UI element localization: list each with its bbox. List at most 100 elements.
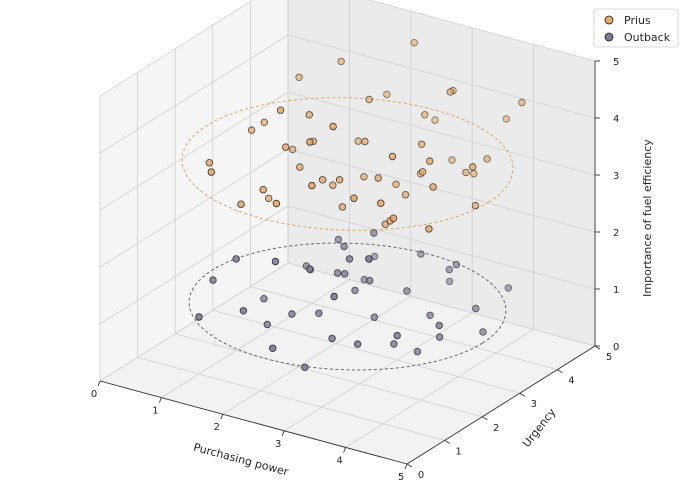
data-point-outback: [260, 295, 268, 303]
data-point-outback: [504, 284, 512, 292]
data-point-prius: [410, 39, 418, 47]
data-point-prius: [483, 155, 491, 163]
data-point-prius: [425, 225, 433, 233]
legend-marker-prius: [604, 15, 614, 25]
data-point-outback: [333, 269, 342, 277]
data-point-prius: [306, 138, 314, 146]
data-point-outback: [263, 320, 271, 329]
grid-line-z-left: [99, 205, 289, 325]
data-point-prius: [207, 168, 215, 176]
x-tick-label: 4: [336, 455, 342, 466]
data-point-prius: [295, 73, 303, 81]
data-point-prius: [318, 176, 327, 184]
y-tick-mark: [444, 440, 450, 444]
data-point-outback: [315, 309, 323, 317]
data-point-prius: [389, 214, 398, 222]
data-point-outback: [351, 286, 359, 295]
grid-line-x-floor: [222, 295, 412, 415]
data-point-prius: [260, 118, 268, 126]
data-point-prius: [308, 181, 316, 190]
cluster-rings: [181, 97, 514, 371]
data-point-prius: [272, 199, 281, 208]
data-point-prius: [296, 163, 304, 171]
data-point-prius: [469, 163, 477, 171]
z-axis-label: Importance of fuel efficiency: [641, 139, 654, 297]
data-point-outback: [435, 333, 444, 341]
grid-line-z-left: [99, 262, 289, 382]
y-tick-label: 5: [606, 352, 612, 363]
data-point-prius: [471, 201, 480, 210]
data-point-prius: [265, 194, 273, 203]
data-point-prius: [361, 137, 369, 146]
y-tick-mark: [406, 463, 413, 468]
data-point-outback: [334, 235, 343, 244]
data-point-prius: [335, 176, 344, 184]
grid-line-z-back: [287, 148, 596, 233]
data-point-outback: [472, 304, 480, 313]
y-tick-label: 4: [568, 376, 574, 387]
data-point-outback: [271, 257, 280, 266]
data-point-outback: [340, 242, 348, 251]
z-tick-label: 4: [613, 114, 619, 125]
grid-line-y-floor: [250, 286, 558, 370]
data-point-prius: [446, 88, 454, 96]
data-point-prius: [360, 172, 368, 181]
cluster-ring-outback: [188, 242, 507, 371]
grid-line-z-back: [367, 0, 596, 62]
data-point-outback: [365, 255, 373, 263]
data-point-outback: [353, 340, 362, 348]
data-points: [195, 39, 526, 371]
grid-line-z-back: [287, 205, 596, 290]
y-tick-mark: [557, 369, 563, 373]
x-tick-label: 1: [152, 406, 158, 417]
grid-line-x-floor: [345, 329, 534, 448]
data-point-outback: [301, 363, 309, 371]
z-tick-label: 2: [613, 228, 619, 239]
data-point-prius: [282, 143, 290, 151]
grid-line-x-floor: [283, 312, 473, 432]
data-point-prius: [401, 190, 410, 199]
grid-line-z-left: [99, 148, 289, 268]
legend: Prius Outback: [593, 8, 679, 48]
data-point-prius: [392, 180, 400, 188]
data-point-prius: [429, 183, 437, 191]
data-point-prius: [288, 145, 297, 154]
x-tick-mark: [343, 447, 347, 453]
cluster-ring-prius: [181, 97, 514, 231]
x-axis-line: [99, 380, 408, 465]
data-point-outback: [306, 265, 314, 273]
grid-line-z-back: [287, 262, 596, 347]
data-point-outback: [417, 250, 425, 258]
data-point-prius: [237, 200, 245, 208]
data-point-prius: [337, 57, 345, 66]
data-point-outback: [366, 276, 374, 285]
data-point-outback: [403, 287, 411, 295]
data-point-outback: [452, 260, 461, 269]
data-point-prius: [377, 199, 385, 207]
x-tick-label: 0: [91, 389, 97, 400]
data-point-prius: [329, 122, 337, 131]
data-point-prius: [276, 106, 285, 114]
data-point-outback: [413, 347, 422, 356]
x-tick-mark: [220, 414, 224, 420]
x-tick-mark: [97, 380, 101, 387]
data-point-prius: [421, 111, 429, 119]
y-tick-label: 2: [493, 423, 499, 434]
axes-panes: [100, 0, 595, 464]
grid-line-z-back: [287, 34, 596, 119]
grid-line-y-floor: [175, 333, 483, 418]
y-tick-label: 0: [418, 470, 424, 481]
data-point-outback: [479, 328, 487, 336]
data-point-prius: [365, 95, 373, 104]
data-point-prius: [518, 98, 526, 107]
y-tick-mark: [519, 392, 526, 397]
data-point-outback: [330, 292, 338, 301]
z-tick-label: 5: [613, 57, 619, 68]
back-pane: [288, 0, 595, 346]
grid-line-z-left: [99, 0, 254, 97]
data-point-outback: [209, 276, 217, 284]
z-tick-label: 1: [613, 285, 619, 296]
z-tick-label: 0: [613, 342, 619, 353]
y-tick-mark: [594, 345, 601, 350]
